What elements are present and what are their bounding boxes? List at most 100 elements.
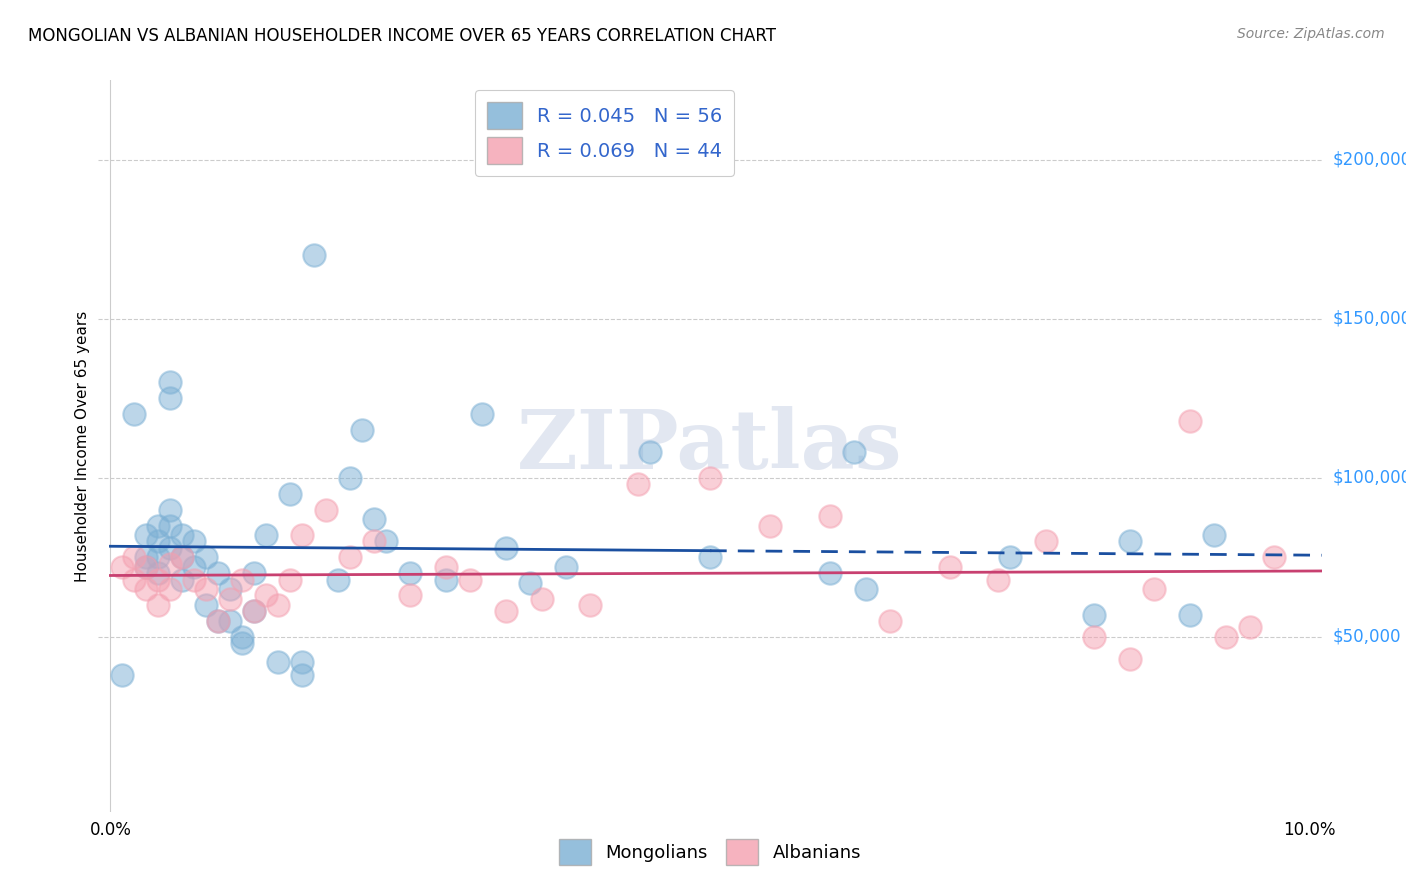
Point [531, 591, 554, 606]
Text: Source: ZipAtlas.com: Source: ZipAtlas.com [1237, 27, 1385, 41]
Point [267, 655, 290, 669]
Point [148, 550, 170, 565]
Point [148, 573, 170, 587]
Point [315, 502, 337, 516]
Point [243, 604, 266, 618]
Point [1215, 630, 1237, 644]
Point [243, 566, 266, 581]
Point [399, 589, 422, 603]
Point [135, 528, 157, 542]
Point [172, 550, 194, 565]
Text: $50,000: $50,000 [1333, 628, 1402, 646]
Point [339, 471, 361, 485]
Point [148, 534, 170, 549]
Point [219, 582, 242, 596]
Point [339, 550, 361, 565]
Point [148, 598, 170, 612]
Point [254, 589, 277, 603]
Point [219, 614, 242, 628]
Point [135, 550, 157, 565]
Point [1119, 534, 1142, 549]
Point [291, 668, 314, 682]
Point [159, 582, 181, 596]
Text: $150,000: $150,000 [1333, 310, 1406, 327]
Point [699, 471, 721, 485]
Text: MONGOLIAN VS ALBANIAN HOUSEHOLDER INCOME OVER 65 YEARS CORRELATION CHART: MONGOLIAN VS ALBANIAN HOUSEHOLDER INCOME… [28, 27, 776, 45]
Point [111, 559, 134, 574]
Point [195, 598, 218, 612]
Point [471, 407, 494, 421]
Point [1143, 582, 1166, 596]
Point [124, 407, 146, 421]
Point [1119, 652, 1142, 666]
Point [818, 566, 841, 581]
Point [375, 534, 398, 549]
Point [1083, 607, 1105, 622]
Point [495, 604, 517, 618]
Point [998, 550, 1021, 565]
Point [231, 636, 253, 650]
Point [291, 655, 314, 669]
Point [231, 630, 253, 644]
Point [219, 591, 242, 606]
Point [759, 518, 782, 533]
Point [159, 392, 181, 406]
Point [495, 541, 517, 555]
Point [124, 573, 146, 587]
Point [124, 550, 146, 565]
Point [363, 512, 385, 526]
Point [159, 376, 181, 390]
Point [1035, 534, 1057, 549]
Text: $100,000: $100,000 [1333, 469, 1406, 487]
Point [195, 550, 218, 565]
Point [159, 502, 181, 516]
Point [879, 614, 901, 628]
Point [1083, 630, 1105, 644]
Point [638, 445, 661, 459]
Point [304, 248, 326, 262]
Point [1178, 607, 1201, 622]
Point [254, 528, 277, 542]
Point [1263, 550, 1285, 565]
Y-axis label: Householder Income Over 65 years: Householder Income Over 65 years [75, 310, 90, 582]
Point [987, 573, 1010, 587]
Point [148, 566, 170, 581]
Point [278, 486, 301, 500]
Point [1178, 413, 1201, 427]
Point [172, 528, 194, 542]
Point [699, 550, 721, 565]
Point [842, 445, 865, 459]
Point [172, 550, 194, 565]
Point [148, 518, 170, 533]
Point [399, 566, 422, 581]
Point [1202, 528, 1225, 542]
Point [1239, 620, 1261, 634]
Point [939, 559, 962, 574]
Point [183, 534, 205, 549]
Point [159, 541, 181, 555]
Point [291, 528, 314, 542]
Point [195, 582, 218, 596]
Legend: Mongolians, Albanians: Mongolians, Albanians [551, 832, 869, 872]
Point [579, 598, 602, 612]
Point [278, 573, 301, 587]
Point [434, 573, 457, 587]
Point [555, 559, 578, 574]
Point [352, 423, 374, 437]
Point [207, 614, 229, 628]
Point [328, 573, 350, 587]
Point [207, 566, 229, 581]
Point [111, 668, 134, 682]
Point [159, 557, 181, 571]
Point [183, 573, 205, 587]
Point [363, 534, 385, 549]
Point [183, 559, 205, 574]
Point [243, 604, 266, 618]
Point [207, 614, 229, 628]
Point [135, 582, 157, 596]
Point [172, 573, 194, 587]
Point [434, 559, 457, 574]
Point [627, 477, 650, 491]
Text: $200,000: $200,000 [1333, 151, 1406, 169]
Text: ZIPatlas: ZIPatlas [517, 406, 903, 486]
